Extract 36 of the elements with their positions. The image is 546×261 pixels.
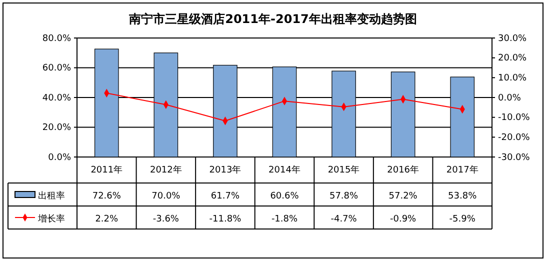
y-tick-label: 80.0% [42, 34, 72, 44]
data-label: 2.2% [95, 214, 119, 224]
x-tick-label: 2011年 [90, 164, 123, 176]
x-tick-label: 2012年 [150, 164, 182, 176]
data-label: -11.8% [209, 214, 242, 224]
data-label: -1.8% [271, 214, 298, 224]
x-tick-label: 2013年 [209, 164, 242, 176]
y2-tick-label: 20.0% [498, 54, 528, 64]
data-label: 57.8% [329, 192, 359, 202]
y-tick-label: 20.0% [42, 123, 72, 134]
data-label: 61.7% [210, 192, 240, 202]
y-tick-label: 0.0% [48, 152, 72, 163]
legend-label: 出租率 [38, 190, 65, 202]
data-label: 60.6% [270, 192, 300, 202]
x-tick-label: 2015年 [328, 164, 360, 176]
data-label: -4.7% [330, 214, 358, 224]
x-tick-label: 2014年 [268, 164, 300, 176]
data-label: 70.0% [152, 192, 181, 202]
y2-tick-label: 0.0% [498, 93, 522, 104]
y-tick-label: 60.0% [42, 64, 72, 74]
y2-tick-label: 10.0% [498, 74, 528, 84]
y-tick-label: 40.0% [42, 93, 72, 104]
chart-title: 南宁市三星级酒店2011年-2017年出租率变动趋势图 [128, 12, 417, 26]
y2-tick-label: -20.0% [498, 133, 530, 144]
x-tick-label: 2016年 [387, 164, 420, 176]
data-label: -3.6% [152, 214, 180, 224]
data-label: 72.6% [92, 192, 122, 202]
data-label: 53.8% [448, 192, 478, 202]
legend-label: 增长率 [37, 214, 65, 224]
y2-tick-label: -30.0% [498, 152, 530, 163]
x-tick-label: 2017年 [446, 164, 478, 176]
data-label: -5.9% [449, 214, 476, 224]
data-label: -0.9% [390, 214, 417, 224]
data-label: 57.2% [388, 192, 418, 202]
y2-tick-label: 30.0% [498, 34, 528, 44]
y2-tick-label: -10.0% [498, 113, 530, 124]
